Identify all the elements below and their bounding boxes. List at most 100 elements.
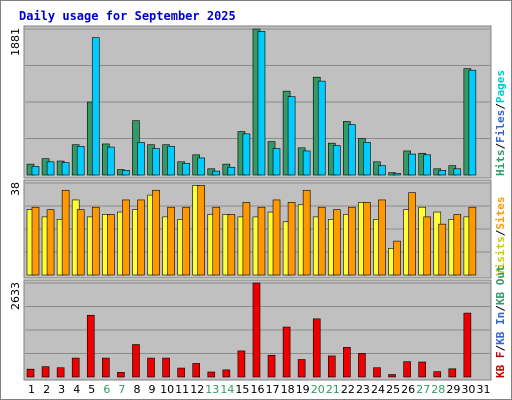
bar-sites-day-11: [182, 206, 190, 276]
bar-files-day-20: [317, 80, 326, 176]
x-tick-label-day-20: 20: [311, 383, 325, 396]
bar-sites-day-15: [242, 202, 251, 276]
bar-files-day-17: [272, 148, 281, 176]
bar-kb-f-day-19: [297, 359, 306, 378]
bar-kb-f-day-8: [132, 344, 140, 378]
bar-kb-f-day-5: [86, 314, 95, 378]
x-tick-label-day-3: 3: [58, 383, 65, 396]
bar-kb-f-day-24: [373, 367, 381, 378]
bar-files-day-9: [152, 148, 160, 176]
bar-kb-f-day-18: [282, 326, 291, 378]
x-tick-label-day-8: 8: [133, 383, 140, 396]
x-tick-label-day-15: 15: [235, 383, 249, 396]
legend-kb-f: KB F: [494, 352, 507, 379]
legend-kb-out: KB Out: [494, 265, 507, 305]
bar-sites-day-10: [167, 206, 175, 276]
legend-separator: /: [494, 229, 507, 236]
x-tick-label-day-5: 5: [88, 383, 95, 396]
bar-files-day-1: [31, 166, 40, 176]
x-tick-label-day-17: 17: [266, 383, 280, 396]
bar-kb-f-day-6: [102, 357, 110, 378]
bar-files-day-22: [348, 124, 356, 176]
y-max-label: 2633: [9, 282, 22, 310]
legend-separator: /: [494, 143, 507, 150]
bar-sites-day-16: [257, 206, 266, 276]
bar-sites-day-9: [152, 189, 160, 276]
bar-sites-day-29: [453, 214, 462, 276]
x-tick-label-day-30: 30: [461, 383, 475, 396]
bar-files-day-2: [46, 161, 55, 176]
bar-files-day-12: [197, 157, 206, 176]
x-axis-day-labels: 1 2 3 4 5 6 7 8 9 10 11 12 13 14 15 16 17 18 19 20 21 22 23 24 2…: [28, 383, 490, 396]
bar-sites-day-3: [61, 189, 70, 276]
chart-title: Daily usage for September 2025: [19, 9, 236, 23]
bar-files-day-27: [423, 154, 431, 176]
bar-kb-f-day-13: [207, 371, 216, 378]
x-tick-label-day-6: 6: [103, 383, 110, 396]
bar-files-day-26: [408, 153, 416, 176]
bar-files-day-3: [61, 162, 70, 176]
bar-sites-day-12: [197, 185, 206, 276]
bar-sites-day-5: [91, 206, 100, 276]
bar-sites-day-1: [31, 206, 40, 276]
x-tick-label-day-27: 27: [416, 383, 430, 396]
x-tick-label-day-25: 25: [386, 383, 400, 396]
x-tick-label-day-2: 2: [43, 383, 50, 396]
legend-visits: Visits: [494, 236, 507, 276]
legend-separator: /: [494, 305, 507, 312]
x-tick-label-day-1: 1: [28, 383, 35, 396]
bar-sites-day-8: [137, 199, 145, 276]
bar-kb-f-day-25: [388, 374, 396, 378]
bar-kb-f-day-16: [252, 282, 261, 378]
bar-files-day-16: [257, 31, 266, 176]
bar-sites-day-26: [408, 192, 416, 276]
bar-files-day-21: [332, 145, 341, 176]
x-tick-label-day-29: 29: [446, 383, 460, 396]
bar-kb-f-day-11: [177, 367, 185, 378]
x-tick-label-day-18: 18: [281, 383, 295, 396]
bar-kb-f-day-27: [418, 361, 426, 378]
bar-kb-f-day-30: [463, 312, 472, 378]
bar-files-day-5: [91, 37, 100, 176]
bar-kb-f-day-12: [192, 363, 201, 378]
legend-kb-in: KB In: [494, 312, 507, 345]
legend-files: Files: [494, 110, 507, 143]
bar-kb-f-day-4: [71, 357, 80, 378]
x-tick-label-day-9: 9: [149, 383, 156, 396]
bar-sites-day-4: [76, 209, 85, 276]
bar-sites-day-20: [317, 206, 326, 276]
bar-kb-f-day-29: [448, 368, 457, 378]
x-tick-label-day-28: 28: [431, 383, 445, 396]
legend-hits: Hits: [494, 150, 507, 177]
bar-sites-day-22: [348, 206, 356, 276]
bar-kb-f-day-10: [162, 357, 170, 378]
bar-kb-f-day-28: [433, 371, 442, 378]
x-tick-label-day-12: 12: [190, 383, 204, 396]
bar-kb-f-day-21: [327, 355, 336, 378]
bar-sites-day-14: [227, 214, 236, 276]
bar-kb-f-day-9: [147, 357, 155, 378]
x-tick-label-day-23: 23: [356, 383, 370, 396]
bar-sites-day-7: [122, 199, 130, 276]
x-tick-label-day-13: 13: [205, 383, 219, 396]
bar-kb-f-day-14: [222, 369, 231, 378]
bar-files-day-4: [76, 145, 85, 176]
bar-sites-day-13: [212, 206, 221, 276]
legend-sites: Sites: [494, 197, 507, 230]
bar-sites-day-27: [423, 216, 431, 276]
bar-kb-f-day-17: [267, 354, 276, 378]
bar-files-day-15: [242, 133, 251, 176]
bar-files-day-19: [302, 150, 311, 176]
bar-kb-f-day-26: [403, 361, 411, 378]
bar-files-day-23: [363, 142, 371, 176]
legend-pages: Pages: [494, 70, 507, 103]
bar-kb-f-day-22: [343, 347, 351, 378]
x-tick-label-day-19: 19: [296, 383, 310, 396]
legend: Hits/Files/Pages: [494, 70, 507, 176]
bar-kb-f-day-1: [26, 368, 35, 378]
legend: KB F/KB In/KB Out: [494, 265, 507, 378]
bar-sites-day-17: [272, 199, 281, 276]
bar-sites-day-2: [46, 209, 55, 276]
bar-files-day-18: [287, 96, 296, 176]
